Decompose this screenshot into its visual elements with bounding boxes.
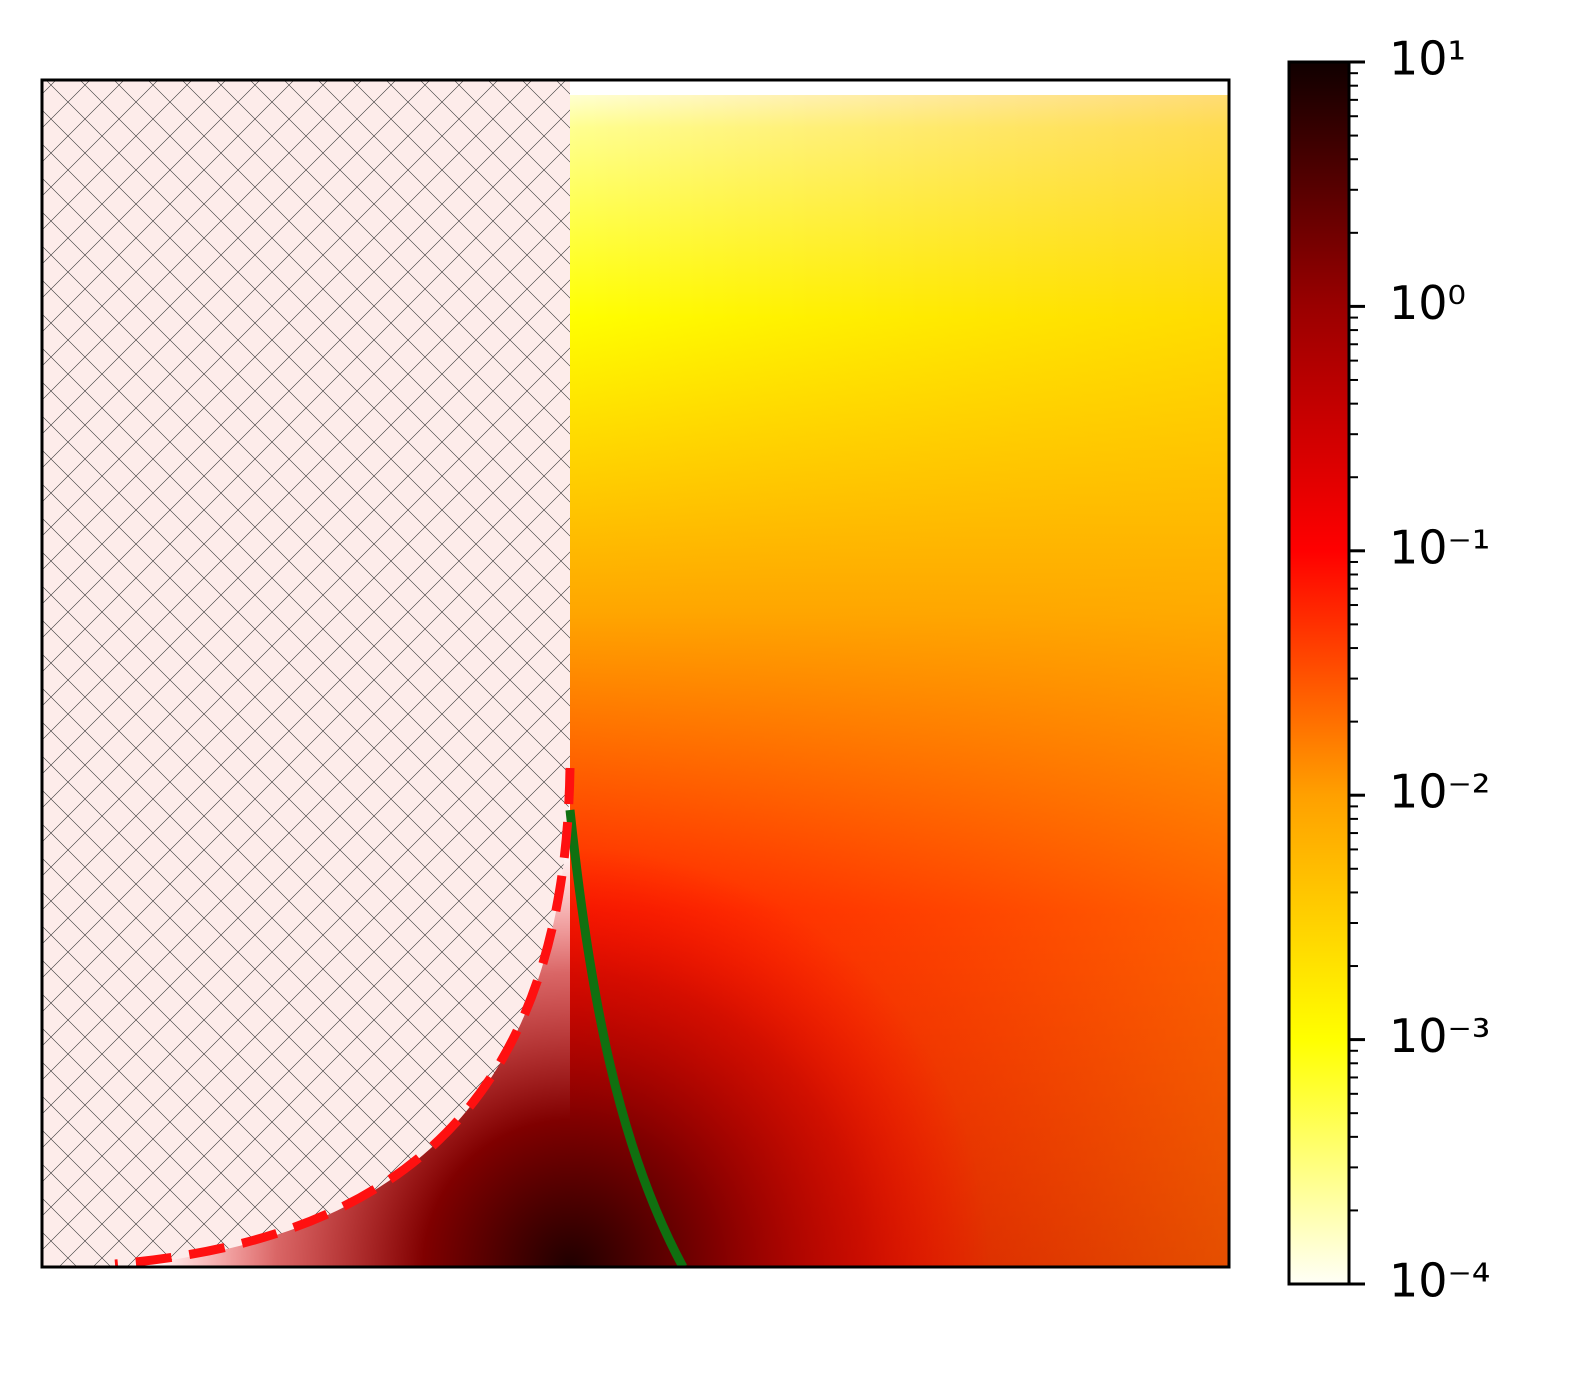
excluded-region	[42, 80, 570, 1267]
colorbar-tick-label: 10⁻¹	[1389, 520, 1490, 574]
colorbar: 10⁻⁴ 10⁻³ 10⁻² 10⁻¹ 10⁰ 10¹	[1287, 32, 1490, 1308]
green-curve	[565, 809, 687, 1267]
colorbar-fill	[1287, 60, 1351, 1286]
colorbar-tick-label: 10⁻²	[1389, 765, 1490, 819]
heatmap	[42, 80, 1229, 1267]
red-dashed-curve	[114, 767, 575, 1267]
colorbar-tick-label: 10⁰	[1389, 276, 1466, 330]
colorbar-tick-label: 10⁻⁴	[1389, 1254, 1490, 1308]
colorbar-tick-label: 10⁻³	[1389, 1009, 1490, 1063]
plot-frame	[40, 78, 1231, 1269]
colorbar-tick-label: 10¹	[1389, 32, 1466, 86]
